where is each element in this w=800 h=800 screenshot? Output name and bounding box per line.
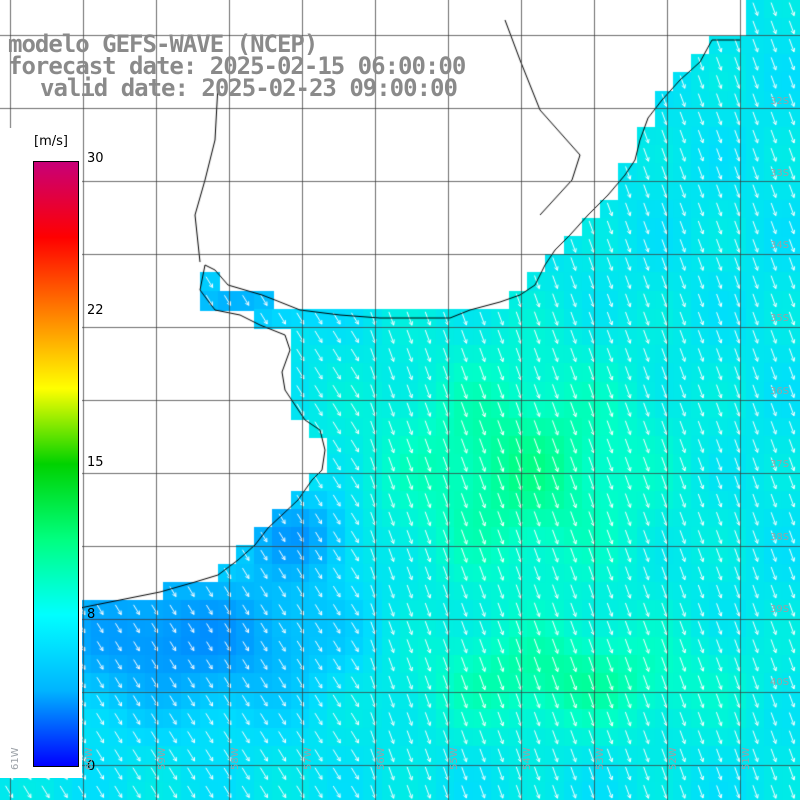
lon-label: 56W — [376, 747, 387, 770]
lat-label: 39S — [770, 604, 790, 615]
lon-label: 60W — [84, 747, 95, 770]
lat-label: 36S — [770, 386, 790, 397]
colorbar-tick-22: 22 — [87, 303, 104, 318]
title-valid-date: valid date: 2025-02-23 09:00:00 — [40, 74, 458, 102]
lat-label: 35S — [770, 313, 790, 324]
lon-label: 57W — [303, 747, 314, 770]
lon-label: 51W — [741, 747, 752, 770]
colorbar-tick-30: 30 — [87, 151, 104, 166]
lon-label: 55W — [449, 747, 460, 770]
colorbar-tick-15: 15 — [87, 455, 104, 470]
lon-label: 61W — [10, 747, 21, 770]
lon-label: 53W — [595, 747, 606, 770]
lat-label: 34S — [770, 240, 790, 251]
lon-label: 58W — [230, 747, 241, 770]
lon-label: 54W — [522, 747, 533, 770]
colorbar-tick-8: 8 — [87, 607, 96, 622]
lat-label: 33S — [770, 168, 790, 179]
colorbar — [33, 161, 79, 767]
colorbar-unit-label: [m/s] — [34, 134, 68, 149]
lat-label: 38S — [770, 532, 790, 543]
lat-label: 32S — [770, 96, 790, 107]
lat-label: 37S — [770, 459, 790, 470]
title-forecast-date: forecast date: 2025-02-15 06:00:00 — [8, 52, 466, 80]
colorbar-tick-0: 0 — [87, 759, 96, 774]
title-model: modelo GEFS-WAVE (NCEP) — [8, 30, 318, 58]
lon-label: 52W — [668, 747, 679, 770]
lon-label: 59W — [157, 747, 168, 770]
lat-label: 40S — [770, 677, 790, 688]
